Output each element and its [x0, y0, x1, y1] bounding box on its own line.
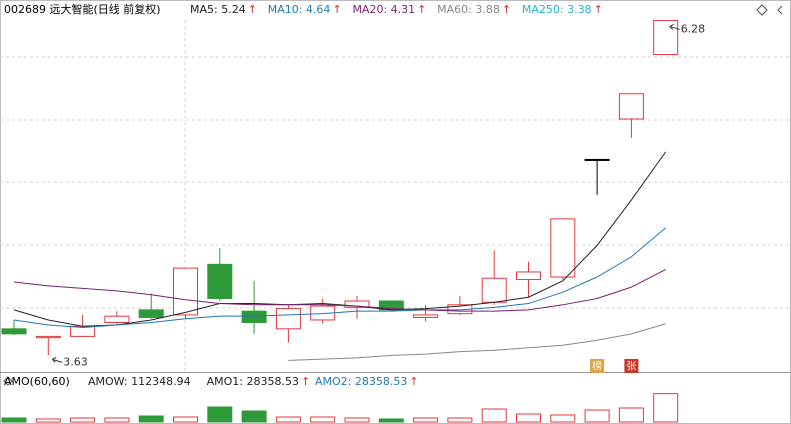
- volume-bar: [275, 416, 301, 423]
- candle-body: [1, 328, 27, 335]
- volume-bar: [653, 393, 679, 423]
- volume-bar: [241, 410, 267, 423]
- volume-bar: [618, 407, 644, 423]
- candle-body: [241, 310, 267, 323]
- legend-trend: ↑: [332, 3, 341, 16]
- volume-trend: ↑: [409, 375, 418, 388]
- volume-title: AMO(60,60): [4, 375, 70, 388]
- tag-label: 张: [626, 361, 636, 373]
- chart-title: 002689 远大智能(日线 前复权): [4, 2, 161, 16]
- volume-bar: [310, 416, 336, 423]
- volume-bar: [35, 418, 61, 423]
- legend-label: MA20: 4.31: [352, 3, 415, 16]
- candle-body: [413, 314, 439, 318]
- diamond-icon[interactable]: [756, 4, 768, 16]
- candle-body: [104, 315, 130, 323]
- volume-bar: [138, 415, 164, 423]
- volume-bar: [173, 416, 198, 423]
- annotation-arrow: [669, 23, 680, 30]
- volume-bar: [104, 417, 130, 423]
- volume-bar: [516, 413, 541, 423]
- volume-bar: [413, 417, 439, 423]
- volume-bar: [207, 406, 233, 423]
- volume-bar: [70, 417, 96, 423]
- volume-bar: [447, 417, 473, 423]
- candle-body: [207, 263, 233, 299]
- volume-bar: [1, 417, 27, 423]
- annotation-label: 3.63: [63, 355, 88, 368]
- volume-legend: AMOW: 112348.94: [88, 375, 191, 388]
- ma-line: [13, 227, 667, 329]
- volume-legend: AMO2: 28358.53: [315, 375, 407, 388]
- legend-trend: ↑: [248, 3, 257, 16]
- candle-body: [618, 93, 644, 120]
- volume-trend: ↑: [301, 375, 310, 388]
- candle-body: [584, 158, 610, 161]
- legend-label: MA5: 5.24: [190, 3, 246, 16]
- legend-label: MA10: 4.64: [268, 3, 331, 16]
- candle-body: [344, 300, 370, 308]
- volume-bar: [481, 408, 507, 423]
- collapse-icon[interactable]: [777, 5, 783, 15]
- legend-trend: ↑: [594, 3, 603, 16]
- candle-body: [653, 19, 679, 56]
- legend-trend: ↑: [417, 3, 426, 16]
- candle-body: [275, 308, 301, 330]
- legend-label: MA60: 3.88: [437, 3, 500, 16]
- tag-box: [624, 359, 639, 373]
- ma-line: [13, 268, 666, 312]
- diamond-icon[interactable]: [3, 376, 13, 386]
- candle-body: [138, 309, 164, 318]
- volume-legend: AMO1: 28358.53: [207, 375, 299, 388]
- candle-body: [516, 271, 541, 281]
- ma-line: [288, 323, 666, 361]
- legend-trend: ↑: [502, 3, 511, 16]
- legend-label: MA250: 3.38: [522, 3, 592, 16]
- volume-bar: [550, 414, 576, 423]
- tag-box: [590, 359, 605, 373]
- tag-label: 榜: [592, 360, 602, 373]
- candle-body: [35, 335, 61, 339]
- volume-bar: [344, 417, 370, 423]
- annotation-arrow: [51, 356, 63, 363]
- volume-bar: [378, 418, 404, 423]
- candle-body: [173, 267, 198, 316]
- annotation-label: 6.28: [681, 22, 706, 35]
- volume-bar: [584, 409, 610, 423]
- candle-body: [481, 277, 507, 303]
- candle-body: [550, 218, 576, 278]
